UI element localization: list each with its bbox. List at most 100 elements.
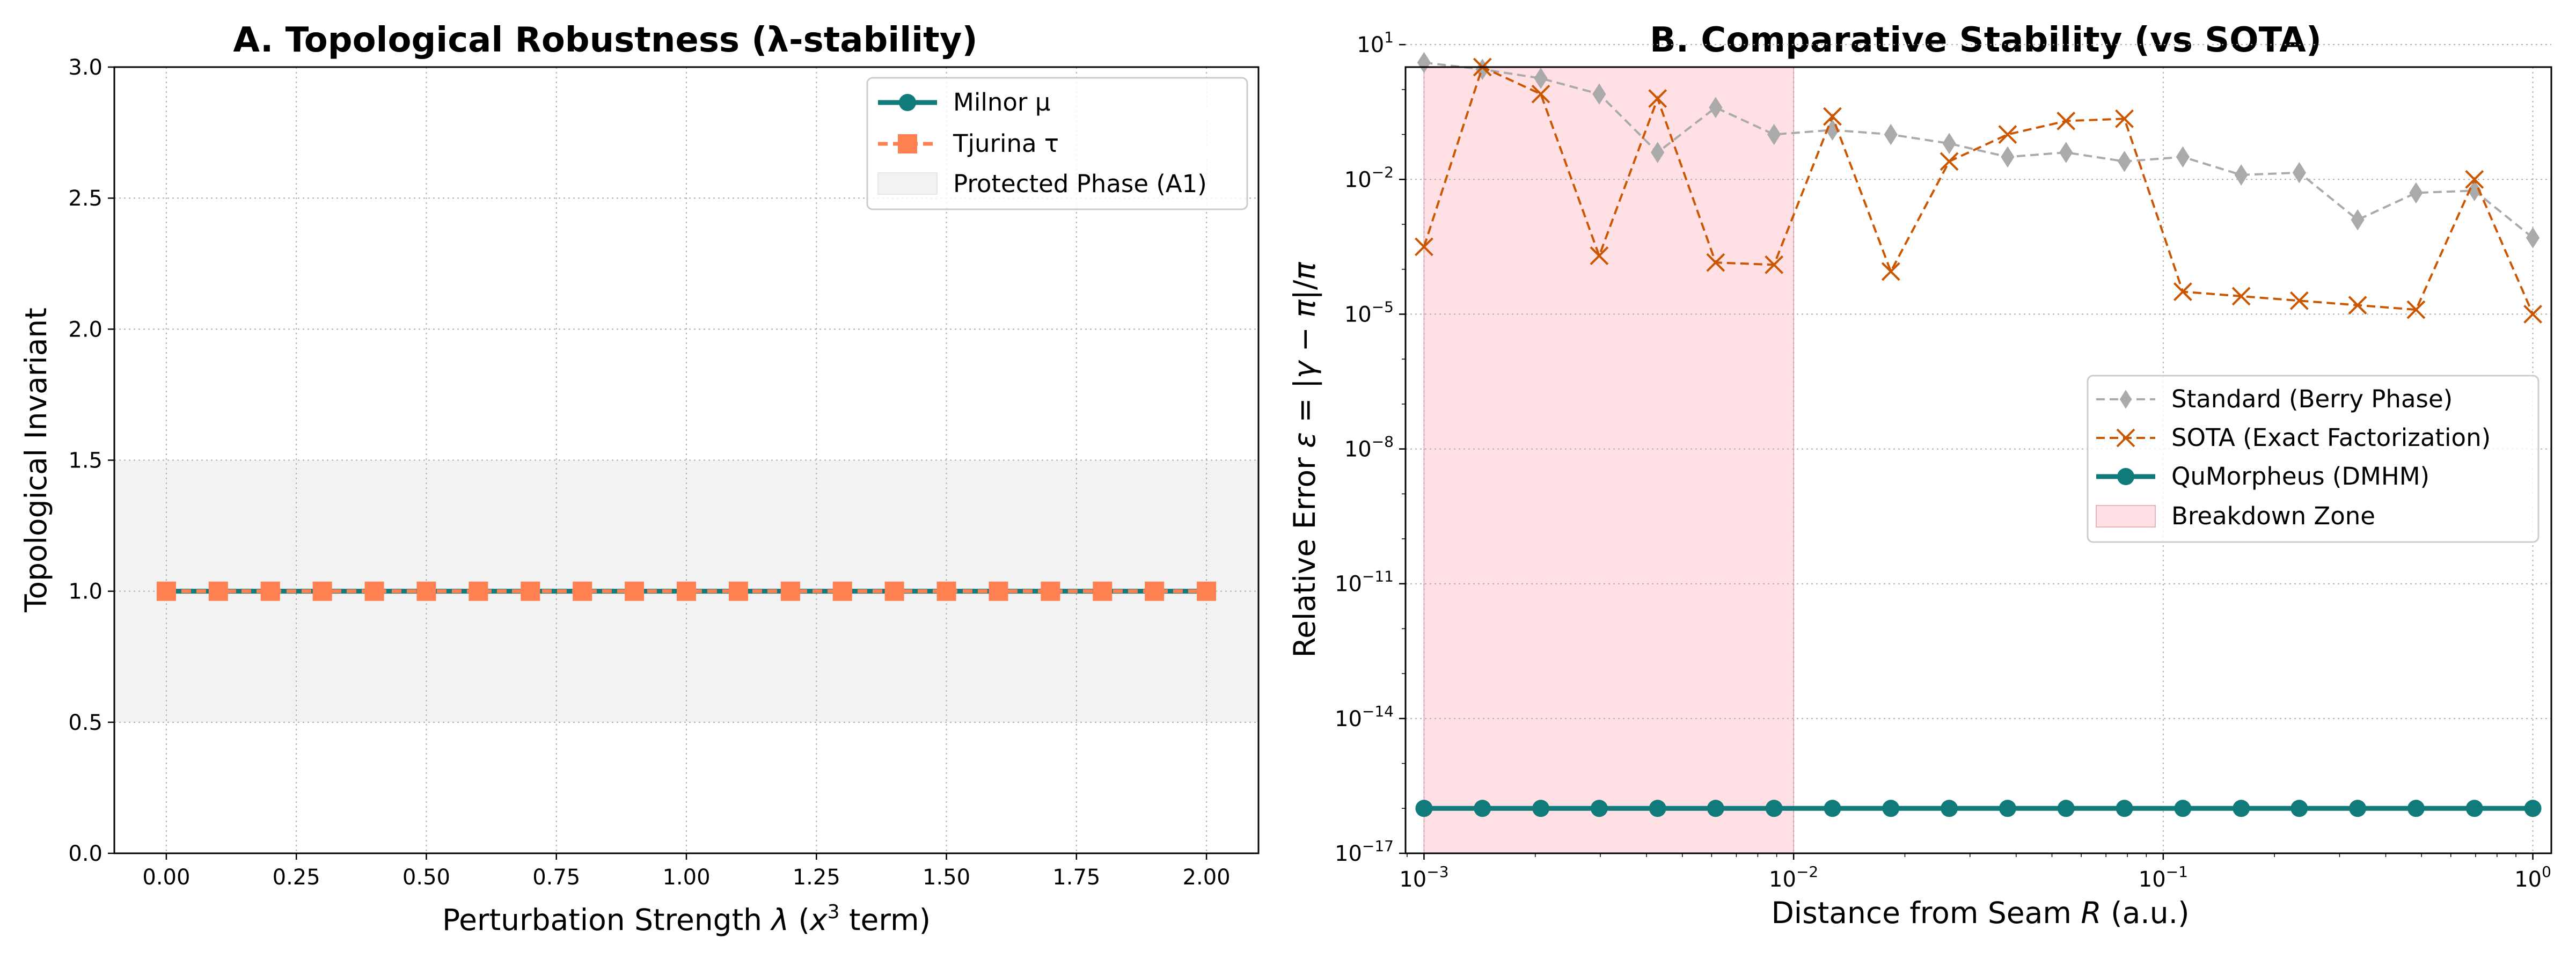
panel-b-y-tick-label: 10−2 [1344,163,1394,192]
panel-b-y-tick-label-base: 10 [1335,841,1362,866]
panel-b-point-qumorpheus [1882,800,1900,817]
panel-a-legend: Milnor μ Tjurina τ Protected Phase (A1) [866,77,1248,210]
panel-a-xlabel-x: x [809,903,828,937]
panel-b-point-sota [1765,255,1784,274]
panel-b-point-sota [1590,246,1609,266]
legend-milnor-label: Milnor μ [953,88,1050,116]
legend-tjurina-label: Tjurina τ [953,129,1059,158]
panel-a-series-layer [156,581,1217,601]
panel-b-ylabel-eps: ε [1287,432,1322,448]
panel-b-y-tick-label-exp: 1 [1384,28,1394,46]
panel-a-point-tjurina [677,581,696,601]
panel-b-point-qumorpheus [1765,800,1783,817]
panel-b-series-layer [1415,52,2542,817]
panel-b-x-tick-label-exp: 0 [2542,863,2551,881]
panel-b-point-standard [1651,142,1665,163]
panel-b-point-qumorpheus [2174,800,2192,817]
panel-b-y-tick-label-base: 10 [1335,572,1362,597]
panel-b-x-tick-label: 10−1 [2139,863,2188,892]
panel-a-y-tick-label: 2.0 [68,317,103,342]
panel-b-y-tick-label: 10−11 [1335,568,1394,597]
panel-b-y-tick-label-exp: −11 [1362,568,1394,586]
panel-b-y-tick-label: 10−14 [1335,702,1394,731]
panel-a-y-tick-label: 1.0 [68,580,103,604]
legend-protected-phase-swatch [877,172,938,195]
panel-b-y-tick-label: 10−17 [1335,837,1394,866]
panel-b-point-qumorpheus [2116,800,2133,817]
panel-b-axes-frame [1404,66,2552,854]
panel-a-x-tick-label: 2.00 [1183,865,1231,890]
panel-b-x-axis-label: Distance from Seam R (a.u.) [1771,896,2189,930]
panel-b-point-sota [1706,253,1725,272]
panel-a-point-tjurina [780,581,800,601]
panel-a-y-axis-label: Topological Invariant [19,308,53,613]
panel-b-point-standard [1592,83,1606,105]
panel-b-point-standard [2351,209,2365,231]
panel-b-title: B. Comparative Stability (vs SOTA) [1650,20,2322,60]
panel-b-point-qumorpheus [2524,800,2542,817]
panel-b-ylabel-part1: Relative Error [1287,448,1322,658]
panel-b-ylabel-minus: − [1287,318,1322,361]
panel-a-x-tick-label: 1.75 [1052,865,1100,890]
panel-a-xlabel-exp: 3 [828,901,840,923]
panel-a-xlabel-open: ( [789,903,810,937]
panel-b-point-qumorpheus [1590,800,1608,817]
panel-b-y-tick-label: 10−8 [1344,433,1394,462]
panel-b-y-tick-label: 101 [1357,28,1394,57]
panel-a-x-tick-label: 1.25 [793,865,840,890]
panel-b-point-qumorpheus [2349,800,2367,817]
panel-b-point-sota [1940,152,1959,171]
panel-a-chart: A. Topological Robustness (λ-stability) … [19,20,1260,937]
panel-b-point-qumorpheus [1941,800,1958,817]
panel-b-point-standard [1417,52,1431,74]
panel-b-x-tick-label: 10−3 [1399,863,1448,892]
panel-a-y-tick-label: 2.5 [68,186,103,211]
panel-a-x-tick-label: 1.00 [662,865,710,890]
panel-a-legend-box [866,77,1248,210]
panel-b-point-sota [2289,291,2309,310]
panel-b-ylabel-pi1: π [1287,299,1322,318]
panel-a-y-tick-label: 0.5 [68,711,103,735]
panel-a-title: A. Topological Robustness (λ-stability) [233,20,977,60]
panel-b-point-standard [1767,123,1781,145]
legend-sota-label: SOTA (Exact Factorization) [2171,423,2491,452]
panel-a-point-tjurina [1041,581,1060,601]
panel-a-x-axis-label: Perturbation Strength λ (x3 term) [442,901,931,937]
legend-tjurina-marker [898,134,917,153]
panel-b-x-ticks: 10−3 10−2 10−1 100 [1399,853,2551,892]
panel-b-point-sota [2348,296,2367,315]
panel-b-point-standard [2409,182,2423,204]
legend-qumorpheus-label: QuMorpheus (DMHM) [2171,462,2429,491]
panel-a-point-tjurina [260,581,280,601]
panel-a-point-tjurina [312,581,332,601]
panel-a-x-tick-label: 0.25 [273,865,320,890]
panel-b-x-tick-label-exp: −2 [1796,863,1818,881]
panel-b-y-tick-label: 10−5 [1344,298,1394,327]
panel-b-y-tick-label-exp: −2 [1372,163,1394,181]
panel-b-y-axis-label: Relative Error ε = |γ − π|/π [1287,262,1322,658]
panel-b-point-qumorpheus [2057,800,2075,817]
panel-a-y-tick-label: 3.0 [68,55,103,80]
panel-b-point-standard [2117,151,2132,172]
panel-a-x-ticks: 0.00 0.25 0.50 0.75 1.00 1.25 1.50 1.75 2.00 [142,853,1231,890]
panel-b-point-standard [2526,227,2540,248]
panel-b-x-tick-label-base: 10 [1399,867,1426,892]
panel-b-ylabel-gamma: γ [1287,360,1322,378]
panel-b-point-standard [2292,162,2306,184]
panel-b-point-standard [1534,68,1548,89]
panel-a-point-tjurina [156,581,176,601]
panel-b-point-qumorpheus [1999,800,2016,817]
panel-b-point-sota [2231,287,2251,306]
panel-b-point-qumorpheus [1649,800,1666,817]
panel-b-point-standard [2176,146,2190,168]
panel-b-y-tick-label-base: 10 [1335,707,1362,731]
panel-a-point-tjurina [469,581,488,601]
panel-b-point-sota [2406,300,2426,319]
panel-a-point-tjurina [1145,581,1165,601]
panel-b-point-qumorpheus [1532,800,1550,817]
panel-b-y-tick-label-exp: −14 [1362,702,1394,720]
panel-b-point-sota [1823,107,1842,126]
legend-breakdown-zone-label: Breakdown Zone [2171,502,2375,530]
panel-b-point-qumorpheus [1474,800,1491,817]
